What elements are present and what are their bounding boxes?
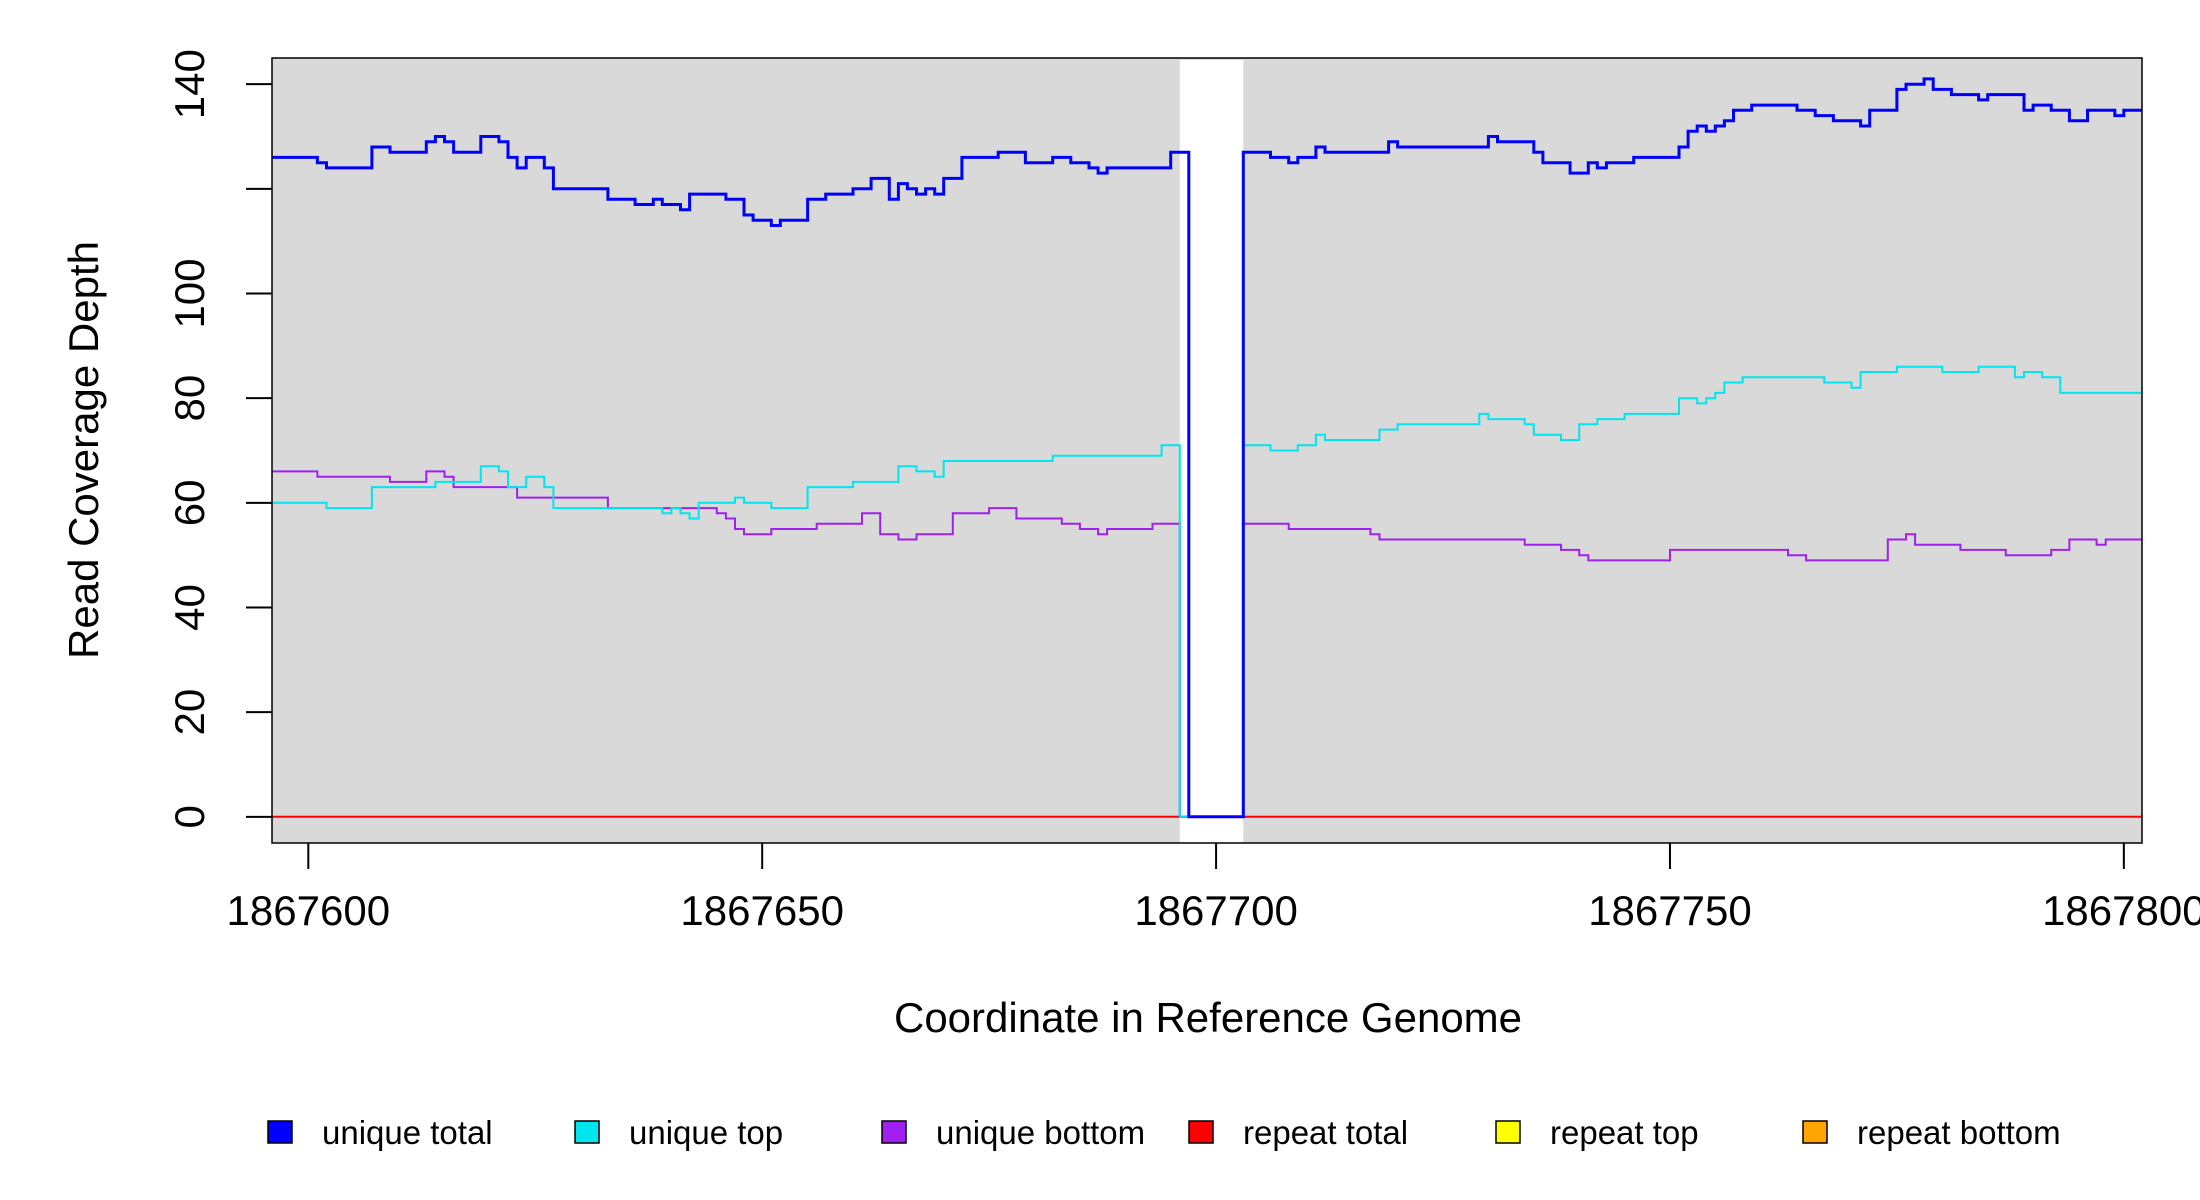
y-tick-label: 80 xyxy=(166,375,213,422)
plot-frame xyxy=(271,57,2143,844)
gap-region xyxy=(1179,60,1244,843)
y-tick-label: 20 xyxy=(166,689,213,736)
plot-frame-layer xyxy=(271,57,2143,844)
series-line-unique-top xyxy=(272,365,2142,818)
series-line-unique-bottom xyxy=(272,470,2142,818)
y-tick-label: 40 xyxy=(166,584,213,631)
legend-swatch xyxy=(1802,1120,1828,1144)
x-tick-label: 1867750 xyxy=(1588,887,1752,934)
x-tick-label: 1867700 xyxy=(1134,887,1298,934)
legend-label: repeat bottom xyxy=(1857,1114,2061,1151)
legend-swatch xyxy=(574,1120,600,1144)
y-axis: 0 20 40 60 80 100 140 xyxy=(166,49,272,829)
legend-label: unique bottom xyxy=(936,1114,1145,1151)
legend-label: repeat total xyxy=(1243,1114,1408,1151)
x-tick-label: 1867600 xyxy=(227,887,391,934)
legend: unique total unique top unique bottom repea… xyxy=(267,1114,2061,1151)
legend-swatch xyxy=(1495,1120,1521,1144)
legend-label: repeat top xyxy=(1550,1114,1699,1151)
legend-label: unique top xyxy=(629,1114,783,1151)
series-layer xyxy=(272,77,2142,819)
y-tick-label: 0 xyxy=(166,805,213,828)
legend-swatch xyxy=(1188,1120,1214,1144)
x-tick-label: 1867800 xyxy=(2042,887,2200,934)
y-tick-label: 140 xyxy=(166,49,213,119)
legend-swatch xyxy=(881,1120,907,1144)
y-axis-title: Read Coverage Depth xyxy=(60,241,107,659)
legend-swatch xyxy=(267,1120,293,1144)
legend-label: unique total xyxy=(322,1114,493,1151)
x-tick-label: 1867650 xyxy=(680,887,844,934)
x-axis: 1867600 1867650 1867700 1867750 1867800 xyxy=(227,843,2200,934)
y-tick-label: 100 xyxy=(166,258,213,328)
x-axis-title: Coordinate in Reference Genome xyxy=(894,994,1522,1041)
series-line-unique-total xyxy=(272,77,2142,819)
y-tick-label: 60 xyxy=(166,479,213,526)
